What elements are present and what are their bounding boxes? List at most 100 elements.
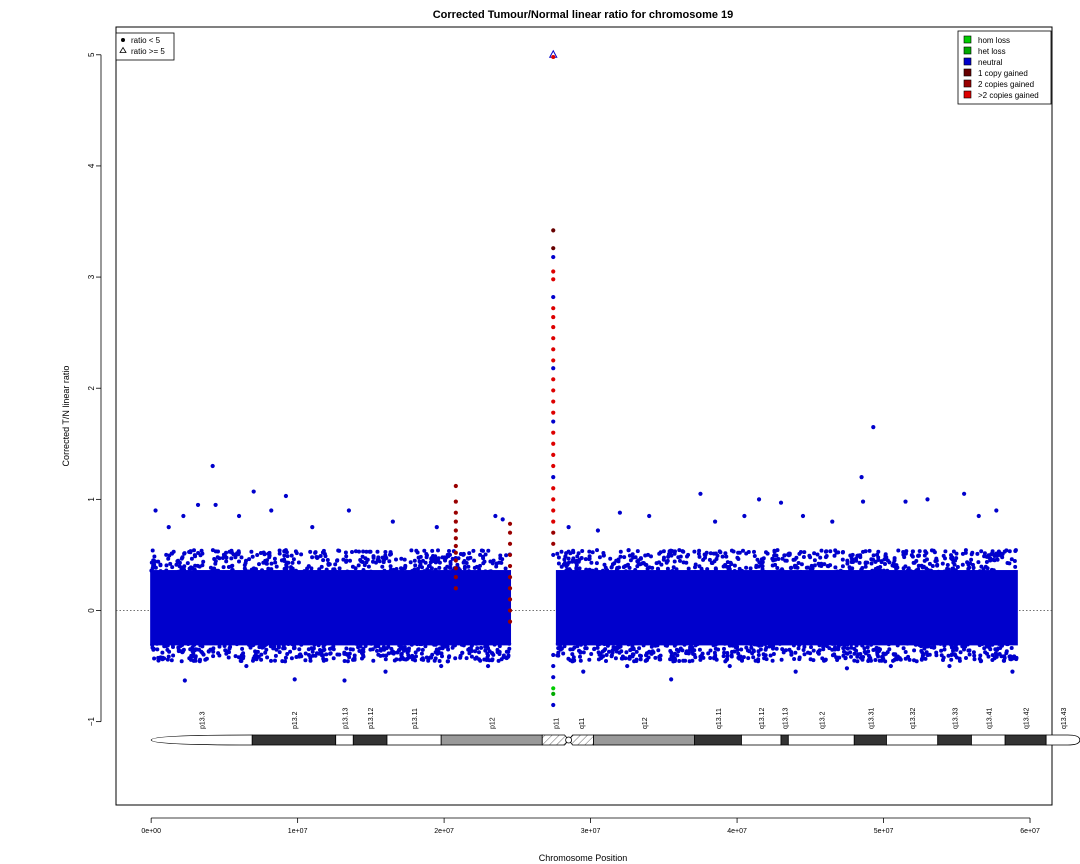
data-point — [429, 566, 434, 571]
data-point — [935, 562, 940, 567]
data-point — [420, 565, 424, 570]
data-point — [587, 549, 592, 554]
data-point — [940, 561, 945, 566]
data-point — [420, 647, 425, 652]
data-point — [686, 566, 691, 571]
data-point — [775, 548, 780, 553]
data-point — [934, 556, 939, 561]
data-point — [469, 643, 474, 648]
data-point — [962, 491, 967, 496]
data-point — [481, 561, 486, 566]
data-point — [723, 659, 728, 664]
data-point — [722, 646, 726, 651]
data-point — [673, 657, 678, 662]
data-point — [749, 645, 754, 650]
data-point — [294, 568, 298, 573]
data-point — [878, 568, 883, 573]
data-point — [433, 560, 438, 565]
y-tick-label: 4 — [87, 163, 96, 168]
data-point — [551, 246, 556, 251]
data-point — [655, 643, 660, 648]
data-point — [860, 566, 865, 570]
data-point — [596, 657, 601, 662]
data-point — [927, 652, 932, 657]
data-point — [842, 645, 847, 650]
data-point — [696, 551, 701, 556]
data-point — [700, 651, 705, 656]
data-point — [371, 559, 375, 564]
data-point — [631, 646, 636, 651]
data-point — [573, 559, 577, 564]
data-point — [972, 657, 977, 662]
data-point — [862, 649, 867, 654]
data-point — [936, 569, 941, 574]
data-point — [228, 644, 233, 649]
data-point — [731, 549, 736, 554]
data-point — [555, 551, 560, 556]
data-point — [830, 653, 835, 658]
data-point — [830, 519, 835, 524]
data-point — [756, 649, 761, 654]
data-point — [658, 653, 663, 658]
data-point — [920, 654, 925, 659]
data-point — [551, 336, 556, 341]
data-point — [975, 551, 980, 556]
data-point — [246, 569, 251, 574]
data-point — [844, 666, 850, 671]
data-point — [595, 548, 599, 553]
data-point — [697, 548, 702, 553]
data-point — [551, 430, 556, 435]
data-point — [649, 651, 654, 656]
ideogram-band-label: p13.2 — [292, 711, 299, 729]
data-point — [834, 655, 839, 660]
x-axis-label: Chromosome Position — [539, 853, 628, 863]
data-point — [963, 550, 968, 555]
data-point — [337, 566, 342, 571]
data-point — [419, 651, 424, 656]
data-point — [613, 656, 618, 661]
data-point — [243, 568, 248, 573]
data-point — [374, 560, 378, 565]
ideogram-band-label: q13.2 — [819, 711, 826, 729]
data-point — [659, 562, 664, 567]
data-point — [234, 642, 239, 647]
data-point — [453, 510, 458, 515]
data-point — [990, 653, 995, 658]
data-point — [999, 654, 1004, 659]
data-point — [395, 650, 400, 655]
data-point — [440, 643, 445, 648]
data-point — [318, 554, 323, 558]
data-point — [239, 659, 244, 663]
data-point — [665, 566, 670, 571]
data-point — [624, 650, 629, 655]
data-point — [288, 641, 293, 646]
ideogram-band-label: p13.13 — [343, 707, 350, 729]
data-point — [236, 513, 242, 519]
data-point — [562, 644, 567, 649]
data-point — [587, 567, 592, 572]
data-point — [951, 648, 955, 653]
data-point — [951, 549, 956, 554]
data-point — [309, 566, 314, 571]
data-point — [997, 642, 1001, 646]
data-point — [817, 643, 822, 648]
x-tick-label: 4e+07 — [727, 828, 747, 835]
data-point — [383, 657, 388, 662]
data-point — [912, 648, 917, 653]
data-point — [863, 560, 868, 565]
data-point — [984, 560, 989, 564]
data-point — [854, 556, 858, 561]
data-point — [171, 653, 176, 658]
data-point — [965, 560, 970, 565]
data-point — [506, 649, 511, 654]
data-point — [317, 567, 322, 572]
data-point — [775, 566, 780, 570]
data-point — [991, 568, 996, 573]
data-point — [681, 658, 686, 663]
data-point — [1000, 643, 1004, 648]
data-point — [223, 648, 228, 653]
data-point — [448, 565, 453, 570]
data-point — [878, 565, 883, 569]
data-point — [189, 556, 194, 561]
data-point — [1014, 657, 1019, 662]
